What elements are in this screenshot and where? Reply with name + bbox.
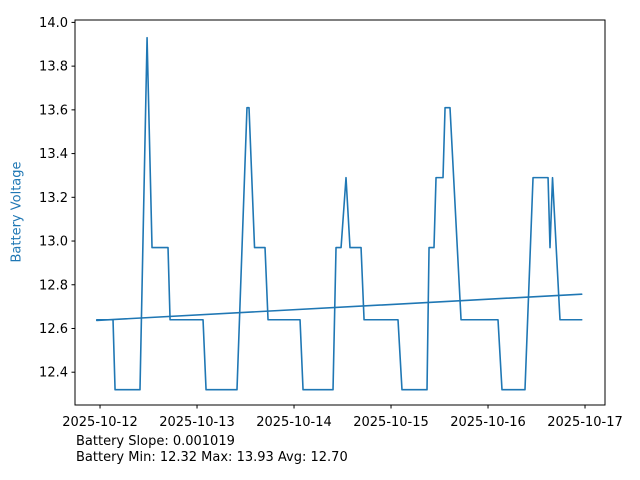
plot-frame bbox=[74, 19, 606, 406]
x-tick-label: 2025-10-15 bbox=[353, 415, 429, 430]
trend-line bbox=[95, 293, 583, 322]
y-tick-label: 12.8 bbox=[39, 278, 68, 293]
y-tick-label: 13.4 bbox=[39, 147, 68, 162]
x-tick-label: 2025-10-12 bbox=[62, 415, 138, 430]
y-tick-label: 12.6 bbox=[39, 322, 68, 337]
y-tick-label: 14.0 bbox=[39, 16, 68, 31]
x-tick-label: 2025-10-13 bbox=[159, 415, 235, 430]
y-tick-label: 13.6 bbox=[39, 103, 68, 118]
y-tick-label: 13.0 bbox=[39, 235, 68, 250]
x-tick-label: 2025-10-14 bbox=[256, 415, 332, 430]
slope-annotation: Battery Slope: 0.001019 bbox=[76, 434, 235, 449]
battery-voltage-line bbox=[95, 36, 583, 391]
x-tick-label: 2025-10-17 bbox=[547, 415, 623, 430]
y-tick-label: 12.4 bbox=[39, 366, 68, 381]
y-tick-label: 13.2 bbox=[39, 191, 68, 206]
x-tick-label: 2025-10-16 bbox=[450, 415, 526, 430]
y-tick-label: 13.8 bbox=[39, 60, 68, 75]
y-axis-label: Battery Voltage bbox=[9, 161, 25, 263]
stats-annotation: Battery Min: 12.32 Max: 13.93 Avg: 12.70 bbox=[76, 450, 348, 465]
